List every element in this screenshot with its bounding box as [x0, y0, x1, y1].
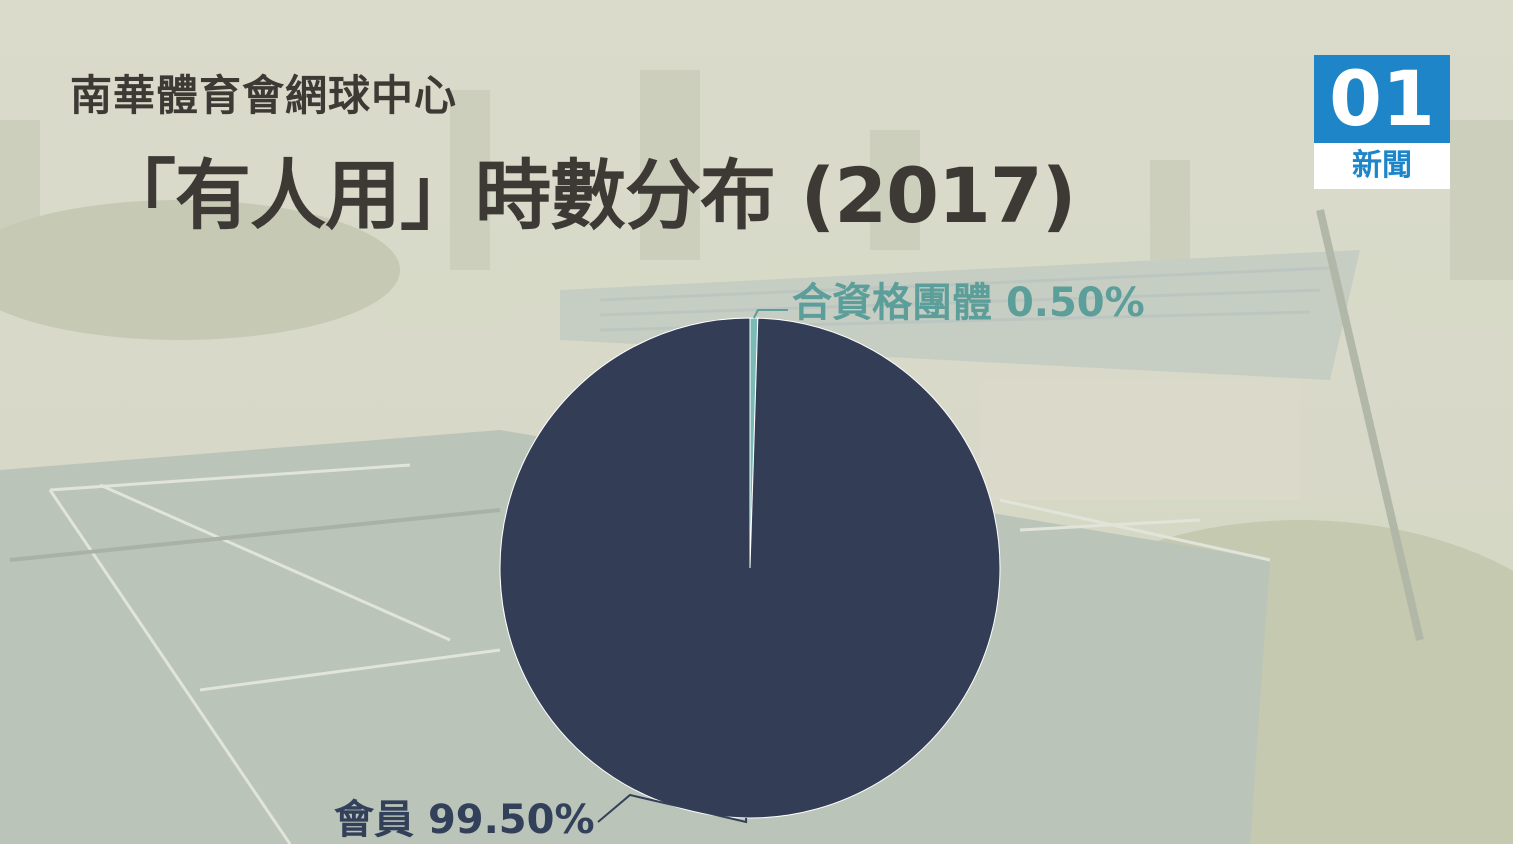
logo-band: 新聞 — [1314, 143, 1450, 189]
slice-label-qualified-groups-value: 0.50% — [1005, 280, 1145, 326]
slice-label-qualified-groups: 合資格團體 0.50% — [792, 270, 1145, 328]
slice-label-members-value: 99.50% — [427, 797, 595, 843]
logo-number: 01 — [1329, 54, 1435, 143]
chart-title: 「有人用」時數分布 (2017) — [100, 151, 1076, 240]
chart-subtitle: 南華體育會網球中心 — [70, 71, 458, 120]
slice-label-members: 會員 99.50% — [334, 787, 595, 844]
pie-slice-members — [499, 317, 1001, 819]
slice-label-qualified-groups-name: 合資格團體 — [792, 280, 992, 326]
slice-label-members-name: 會員 — [334, 797, 414, 843]
leader-line-qualified-groups — [753, 309, 789, 319]
leader-line-members — [597, 793, 748, 824]
logo-text: 新聞 — [1352, 148, 1412, 183]
news-logo: 01 新聞 — [1314, 55, 1450, 189]
